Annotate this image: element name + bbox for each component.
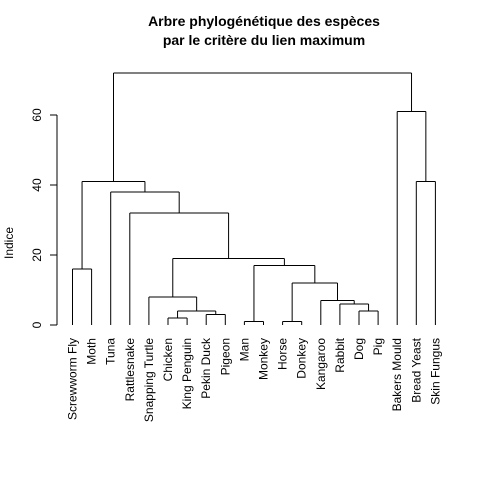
leaf-label: King Penguin <box>180 338 194 409</box>
y-axis: 0 20 40 60 <box>30 108 58 328</box>
leaf-label: Kangaroo <box>314 338 328 390</box>
leaf-label: Dog <box>352 338 366 360</box>
leaf-labels: Screwworm Fly Moth Tuna Rattlesnake Snapping… <box>66 337 443 422</box>
leaf-label: Monkey <box>257 338 271 380</box>
y-tick-label: 40 <box>30 178 44 192</box>
leaf-label: Donkey <box>295 338 309 379</box>
dendrogram-branches <box>72 72 436 325</box>
chart-title-line-2: par le critère du lien maximum <box>163 32 365 48</box>
leaf-label: Chicken <box>161 338 175 381</box>
leaf-label: Pigeon <box>218 338 232 375</box>
y-tick-label: 0 <box>30 321 44 328</box>
leaf-label: Screwworm Fly <box>66 338 80 420</box>
y-tick-label: 60 <box>30 108 44 122</box>
leaf-label: Moth <box>85 338 99 365</box>
leaf-label: Bakers Mould <box>390 338 404 411</box>
leaf-label: Pig <box>371 338 385 355</box>
leaf-label: Rattlesnake <box>123 338 137 402</box>
y-tick-label: 20 <box>30 248 44 262</box>
leaf-label: Bread Yeast <box>409 337 423 402</box>
chart-title-line-1: Arbre phylogénétique des espèces <box>148 13 380 29</box>
leaf-label: Skin Fungus <box>428 338 442 405</box>
leaf-label: Tuna <box>104 338 118 365</box>
y-axis-title: Indice <box>2 227 16 259</box>
leaf-label: Snapping Turtle <box>142 338 156 422</box>
leaf-label: Horse <box>276 338 290 370</box>
leaf-label: Man <box>237 338 251 361</box>
leaf-label: Rabbit <box>333 337 347 372</box>
leaf-label: Pekin Duck <box>199 337 213 399</box>
